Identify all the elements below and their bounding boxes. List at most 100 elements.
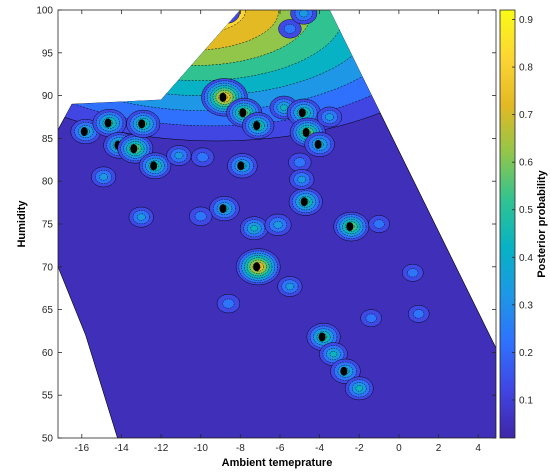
- hotspot-contour: [355, 385, 363, 392]
- hotspot-contour: [285, 282, 295, 291]
- colorbar-tick-label: 0.2: [519, 348, 533, 359]
- hotspot: [333, 211, 370, 242]
- hotspot: [306, 323, 341, 351]
- hotspot-core: [314, 139, 322, 149]
- hotspot: [278, 19, 302, 39]
- x-tick-label: -8: [236, 443, 245, 454]
- x-tick-label: -6: [276, 443, 285, 454]
- hotspot: [402, 263, 424, 282]
- hotspot: [216, 294, 241, 314]
- hotspot: [317, 106, 343, 128]
- y-axis-label: Humidity: [16, 200, 28, 248]
- hotspot-core: [104, 118, 112, 128]
- hotspot: [288, 187, 323, 216]
- x-tick-label: -10: [193, 443, 208, 454]
- y-tick-label: 80: [42, 177, 54, 188]
- colorbar-tick-label: 0.3: [519, 300, 533, 311]
- hotspot-contour: [329, 351, 338, 358]
- colorbar-tick-label: 0.5: [519, 205, 533, 216]
- hotspot-contour: [136, 213, 146, 221]
- hotspot-core: [253, 121, 261, 131]
- hotspot-core: [150, 161, 158, 171]
- hotspot: [288, 152, 312, 172]
- colorbar-label: Posterior probability: [536, 169, 548, 277]
- x-tick-label: -4: [315, 443, 324, 454]
- hotspot-contour: [325, 113, 334, 121]
- hotspot: [360, 309, 382, 328]
- y-axis-ticks: 50 55 60 65 70 75 80 85 90 95 100: [36, 6, 496, 445]
- hotspot-core: [219, 92, 227, 102]
- colorbar-tick-label: 0.7: [519, 110, 533, 121]
- hotspot: [139, 152, 172, 180]
- hotspot: [242, 112, 275, 139]
- hotspot-core: [253, 262, 261, 272]
- hotspot: [407, 305, 430, 323]
- y-tick-label: 90: [42, 91, 54, 102]
- y-tick-label: 95: [42, 48, 54, 59]
- hotspot: [368, 215, 390, 233]
- hotspot: [191, 147, 215, 167]
- colorbar-tick-label: 0.6: [519, 158, 533, 169]
- hotspot: [239, 216, 269, 241]
- y-tick-label: 60: [42, 348, 54, 359]
- hotspot-contour: [293, 157, 306, 168]
- y-tick-label: 50: [42, 434, 54, 445]
- hotspot: [128, 206, 154, 228]
- hotspot-contour: [407, 268, 419, 278]
- hotspot-contour: [222, 298, 235, 309]
- hotspot: [344, 376, 374, 401]
- x-tick-label: -16: [75, 443, 90, 454]
- x-tick-label: 4: [475, 443, 481, 454]
- x-tick-label: 2: [436, 443, 442, 454]
- y-tick-label: 70: [42, 262, 54, 273]
- hotspot: [189, 206, 213, 226]
- y-tick-label: 55: [42, 391, 54, 402]
- hotspot-core: [80, 127, 88, 137]
- hotspot-core: [219, 204, 227, 214]
- y-tick-label: 85: [42, 134, 54, 145]
- hotspot: [304, 131, 335, 157]
- hotspot-core: [340, 366, 348, 376]
- x-tick-label: -2: [355, 443, 364, 454]
- hotspot: [289, 169, 315, 190]
- x-axis-ticks: -16 -14 -12 -10 -8 -6 -4 -2 0 2 4: [75, 10, 481, 454]
- colorbar-tick-label: 0.9: [519, 15, 533, 26]
- hotspot: [92, 109, 127, 137]
- hotspot-contour: [283, 23, 296, 34]
- plot-area: -16 -14 -12 -10 -8 -6 -4 -2 0 2 4 50 55 60 65 70 75 80 85…: [36, 6, 497, 454]
- x-tick-label: -12: [154, 443, 169, 454]
- hotspot-contour: [280, 104, 288, 111]
- hotspot-contour: [99, 173, 108, 181]
- hotspot: [330, 358, 361, 384]
- hotspot-contour: [273, 221, 283, 229]
- hotspot-contour: [194, 211, 207, 222]
- hotspot-core: [239, 108, 247, 118]
- x-tick-label: 0: [396, 443, 402, 454]
- hotspot-contour: [196, 152, 209, 163]
- hotspot-core: [318, 332, 326, 342]
- hotspot-core: [302, 127, 310, 137]
- hotspot: [166, 145, 192, 166]
- colorbar-tick-label: 0.1: [519, 395, 533, 406]
- y-tick-label: 100: [36, 6, 53, 17]
- hotspot-core: [346, 222, 354, 232]
- colorbar-tick-label: 0.4: [519, 253, 533, 264]
- colorbar-gradient: [499, 9, 516, 439]
- hotspot-contour: [174, 151, 184, 160]
- hotspot-contour: [299, 10, 309, 18]
- hotspot-core: [138, 119, 146, 129]
- hotspot-core: [237, 161, 245, 171]
- hotspot: [290, 10, 318, 25]
- hotspot-core: [300, 197, 308, 207]
- hotspot-contour: [297, 175, 307, 184]
- x-tick-label: -14: [114, 443, 129, 454]
- hotspot: [235, 248, 281, 286]
- hotspot-contour: [413, 309, 425, 319]
- hotspot: [91, 166, 117, 188]
- hotspot: [264, 213, 292, 236]
- hotspot-contour: [250, 225, 258, 232]
- hotspot: [277, 276, 303, 297]
- hotspot-contour: [365, 313, 377, 323]
- hotspot-core: [130, 144, 138, 154]
- y-tick-label: 75: [42, 220, 54, 231]
